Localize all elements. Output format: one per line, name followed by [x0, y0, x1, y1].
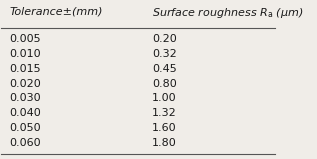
Text: 0.32: 0.32 — [152, 49, 177, 59]
Text: 0.060: 0.060 — [10, 138, 41, 148]
Text: 1.60: 1.60 — [152, 123, 177, 133]
Text: Surface roughness $R_\mathrm{a}$ (μm): Surface roughness $R_\mathrm{a}$ (μm) — [152, 6, 303, 20]
Text: 0.010: 0.010 — [10, 49, 41, 59]
Text: 0.005: 0.005 — [10, 34, 41, 44]
Text: Tolerance±(mm): Tolerance±(mm) — [10, 6, 103, 16]
Text: 1.32: 1.32 — [152, 108, 177, 118]
Text: 0.20: 0.20 — [152, 34, 177, 44]
Text: 0.040: 0.040 — [10, 108, 41, 118]
Text: 0.45: 0.45 — [152, 64, 177, 74]
Text: 0.020: 0.020 — [10, 79, 41, 89]
Text: 1.00: 1.00 — [152, 93, 177, 104]
Text: 0.050: 0.050 — [10, 123, 41, 133]
Text: 0.030: 0.030 — [10, 93, 41, 104]
Text: 0.015: 0.015 — [10, 64, 41, 74]
Text: 1.80: 1.80 — [152, 138, 177, 148]
Text: 0.80: 0.80 — [152, 79, 177, 89]
